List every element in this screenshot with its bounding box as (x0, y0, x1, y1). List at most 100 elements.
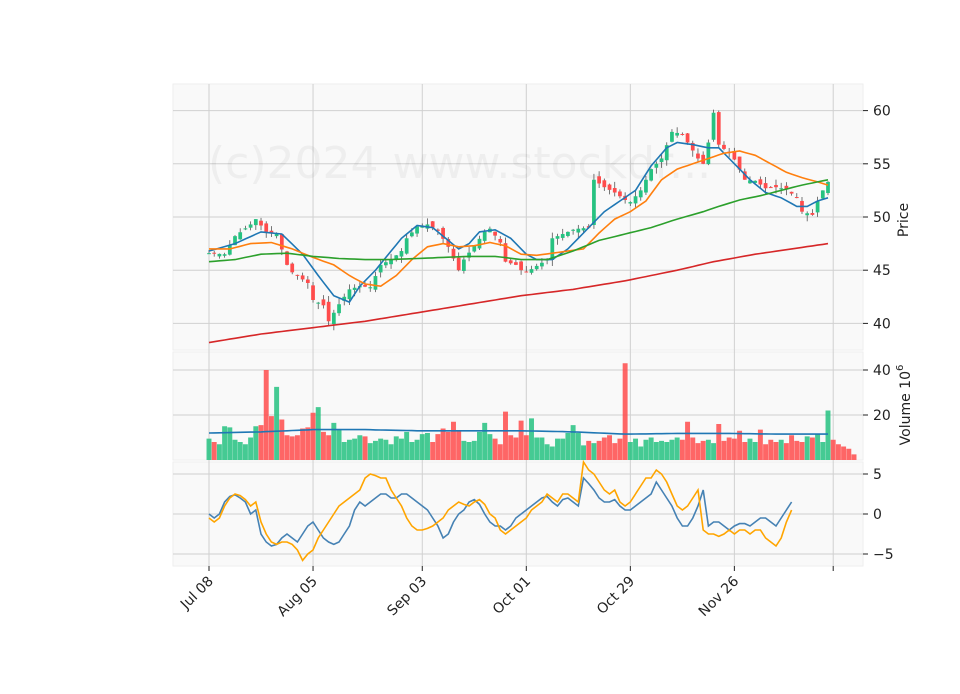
volume-bar (731, 438, 737, 460)
volume-bar (216, 444, 222, 460)
volume-bar (284, 435, 290, 460)
candle-body (618, 191, 622, 197)
volume-bar (700, 440, 706, 460)
volume-bar (248, 437, 254, 460)
volume-bar (601, 437, 607, 460)
watermark-text: (c)2024 www.stockdr... (208, 138, 711, 189)
volume-bar (372, 440, 378, 460)
candle-body (352, 287, 357, 290)
volume-bar (419, 434, 425, 460)
candle-body (789, 191, 794, 194)
candle-body (540, 262, 544, 267)
candle-body (810, 212, 815, 215)
grid (173, 84, 863, 566)
candle-body (670, 131, 674, 142)
volume-bar (492, 438, 498, 460)
candle-body (581, 228, 586, 231)
volume-bar (653, 442, 659, 460)
volume-bar (477, 431, 482, 460)
candle-body (659, 158, 664, 163)
candle-body (451, 248, 456, 259)
candle-body (566, 231, 570, 236)
volume-bar (279, 419, 285, 460)
volume-bar (529, 418, 534, 460)
candle-body (404, 238, 409, 254)
volume-bar (549, 446, 555, 460)
volume-bar (383, 439, 389, 460)
volume-bar (555, 438, 560, 460)
price-axis-tick-label: 50 (873, 210, 891, 226)
volume-bar (222, 426, 228, 460)
volume-bar (763, 444, 769, 460)
volume-bar (591, 443, 597, 460)
oscillator-axis-tick-label: −5 (873, 547, 894, 563)
volume-bar (294, 435, 300, 460)
candle-body (753, 180, 758, 183)
volume-average-line (208, 428, 828, 435)
volume-bar (398, 438, 404, 460)
volume-bar (346, 439, 352, 460)
oscillator-axis-tick-label: 0 (873, 507, 882, 523)
candle-body (446, 239, 451, 247)
candle-body (295, 274, 300, 276)
candle-body (685, 133, 690, 143)
volume-bar (612, 443, 618, 460)
volume-bar (440, 428, 446, 460)
volume-bar (331, 422, 337, 460)
volume-bar (586, 440, 592, 460)
candle-body (207, 253, 211, 255)
moving-average-line (208, 242, 829, 344)
candle-body (233, 236, 237, 246)
volume-bar (851, 454, 857, 460)
candle-body (571, 229, 575, 231)
volume-bar (237, 442, 243, 460)
volume-bar (664, 442, 670, 460)
candle-body (248, 224, 253, 228)
volume-bar (643, 439, 649, 460)
volume-bar (679, 439, 685, 460)
candle-body (264, 223, 269, 232)
volume-bar (627, 442, 633, 460)
candle-body (711, 112, 716, 140)
candle-body (602, 180, 607, 188)
moving-average-line (208, 179, 829, 263)
candle-body (300, 275, 305, 280)
volume-bar (487, 434, 493, 460)
candle-body (243, 228, 248, 230)
volume-bar (534, 437, 540, 460)
volume-bar (274, 386, 280, 460)
volume-bar (825, 410, 831, 460)
volume-bar (747, 438, 753, 460)
volume-bar (310, 412, 316, 460)
candle-body (274, 234, 279, 237)
volume-bar (846, 448, 852, 460)
volume-bar (768, 439, 774, 460)
candle-body (534, 265, 539, 270)
candle-body (409, 232, 414, 237)
candle-body (680, 133, 685, 135)
volume-bar (685, 421, 691, 460)
candle-body (383, 262, 388, 266)
candle-body (342, 296, 347, 301)
candle-body (238, 232, 243, 240)
volume-bar (445, 431, 451, 460)
candle-body (389, 259, 393, 265)
candle-body (774, 184, 778, 188)
candle-body (628, 202, 633, 204)
candle-body (550, 238, 555, 260)
candle-body (482, 231, 487, 241)
volume-bar (575, 433, 581, 460)
candle-body (722, 144, 726, 149)
candle-body (472, 245, 477, 252)
volume-bar (404, 431, 410, 460)
candle-body (779, 188, 784, 190)
oscillator-axis-tick-label: 5 (873, 467, 882, 483)
candle-body (716, 112, 721, 145)
candle-body (763, 183, 768, 189)
volume-bar (690, 437, 696, 460)
volume-bar (617, 438, 623, 460)
volume-bar (523, 435, 529, 460)
candle-body (503, 243, 508, 262)
candle-body (701, 154, 706, 164)
